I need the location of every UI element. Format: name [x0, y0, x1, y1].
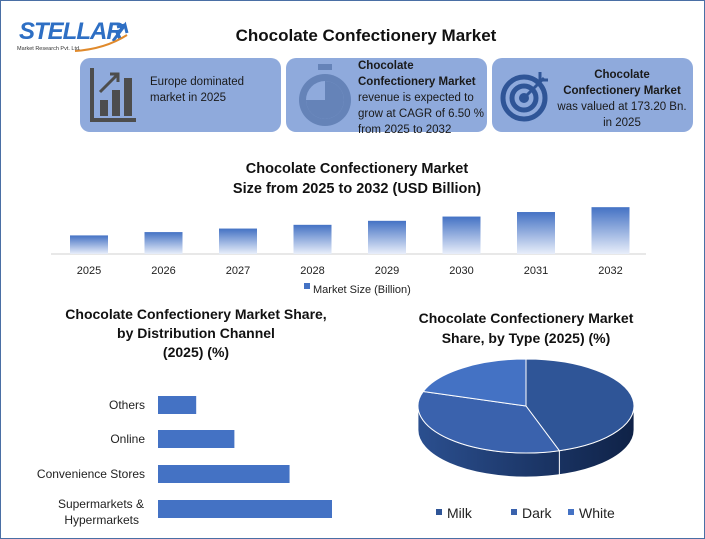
card-text: Europe dominated market in 2025: [150, 76, 244, 104]
bar-2027: [219, 228, 257, 254]
y-tick-label: Online: [110, 432, 145, 446]
pie-slice-white: [422, 358, 527, 407]
legend-label: Market Size (Billion): [313, 284, 411, 296]
card-bold-text: Chocolate Confectionery Market: [358, 60, 476, 88]
chart-title-line: Chocolate Confectionery Market: [418, 310, 634, 326]
chart-title-line: Share, by Type (2025) (%): [441, 330, 611, 346]
market-size-bar-chart: 2025 2026 2027 2028 2029 2030 2031 2032 Market S…: [51, 207, 646, 296]
chart-title-line: Size from 2025 to 2032 (USD Billion): [232, 181, 482, 197]
channel-bar-chart: Others Online Convenience Stores Supermarke…: [37, 396, 332, 527]
y-tick-label: Others: [109, 398, 145, 412]
legend-swatch-dark: [511, 509, 517, 515]
legend-label: Dark: [522, 505, 553, 521]
info-card-cagr: Chocolate Confectionery Market revenue i…: [286, 58, 487, 136]
bar-2031: [517, 212, 555, 254]
x-tick-label: 2029: [375, 265, 399, 277]
bar-Supermarkets & Hypermarkets: [158, 500, 332, 518]
legend-swatch-white: [568, 509, 574, 515]
bar-2032: [591, 207, 630, 254]
x-tick-label: 2030: [449, 265, 473, 277]
y-tick-label: Supermarkets &: [58, 497, 144, 511]
svg-text:STELLAR: STELLAR: [19, 18, 124, 45]
chart-title-line: Chocolate Confectionery Market: [245, 161, 469, 177]
stellar-logo: STELLAR Market Research Pvt. Ltd.: [15, 11, 135, 53]
chart-title-line: by Distribution Channel: [117, 325, 275, 341]
pie-slice-milk: [525, 358, 635, 452]
x-tick-label: 2028: [300, 265, 324, 277]
card-text: Chocolate Confectionery Market was value…: [554, 67, 690, 131]
legend-swatch: [304, 283, 310, 289]
info-card-region: Europe dominated market in 2025: [80, 58, 281, 132]
svg-text:Market Research Pvt. Ltd.: Market Research Pvt. Ltd.: [17, 46, 81, 52]
bar-Convenience Stores: [158, 465, 290, 483]
card-body-text: was valued at 173.20 Bn. in 2025: [557, 101, 687, 129]
chart-title-line: Chocolate Confectionery Market Share,: [65, 306, 327, 322]
target-icon: [500, 72, 548, 122]
legend-label: White: [579, 505, 615, 521]
bar-Online: [158, 430, 235, 448]
x-tick-label: 2031: [524, 265, 548, 277]
card-text: Chocolate Confectionery Market revenue i…: [358, 58, 486, 138]
channel-chart-title: Chocolate Confectionery Market Share, by…: [41, 305, 351, 362]
bar-2026: [144, 232, 183, 254]
bar-2025: [70, 235, 108, 254]
y-tick-label: Convenience Stores: [37, 467, 145, 481]
bar-chart-title: Chocolate Confectionery Market Size from…: [151, 159, 563, 199]
type-chart-title: Chocolate Confectionery Market Share, by…: [391, 308, 661, 348]
x-tick-label: 2026: [151, 265, 175, 277]
info-card-value: Chocolate Confectionery Market was value…: [492, 58, 693, 132]
legend-label: Milk: [447, 505, 473, 521]
chart-title-line: (2025) (%): [162, 344, 230, 360]
legend-swatch-milk: [436, 509, 442, 515]
bar-2028: [293, 224, 332, 254]
bar-2029: [368, 220, 406, 254]
x-tick-label: 2032: [598, 265, 622, 277]
card-bold-text: Chocolate Confectionery Market: [563, 69, 681, 97]
x-tick-label: 2025: [77, 265, 101, 277]
pie-slice-dark: [417, 390, 561, 454]
bar-Others: [158, 396, 197, 414]
x-tick-label: 2027: [226, 265, 250, 277]
y-tick-label: Hypermarkets: [64, 513, 139, 527]
type-pie-chart: Milk Dark White: [417, 358, 635, 521]
logo-icon: STELLAR Market Research Pvt. Ltd.: [17, 18, 129, 52]
bar-2030: [442, 216, 481, 254]
card-body-text: revenue is expected to grow at CAGR of 6…: [358, 92, 484, 136]
page-title: Chocolate Confectionery Market: [235, 26, 497, 45]
stopwatch-icon: [299, 64, 351, 126]
bar-chart-growth-icon: [90, 68, 136, 122]
